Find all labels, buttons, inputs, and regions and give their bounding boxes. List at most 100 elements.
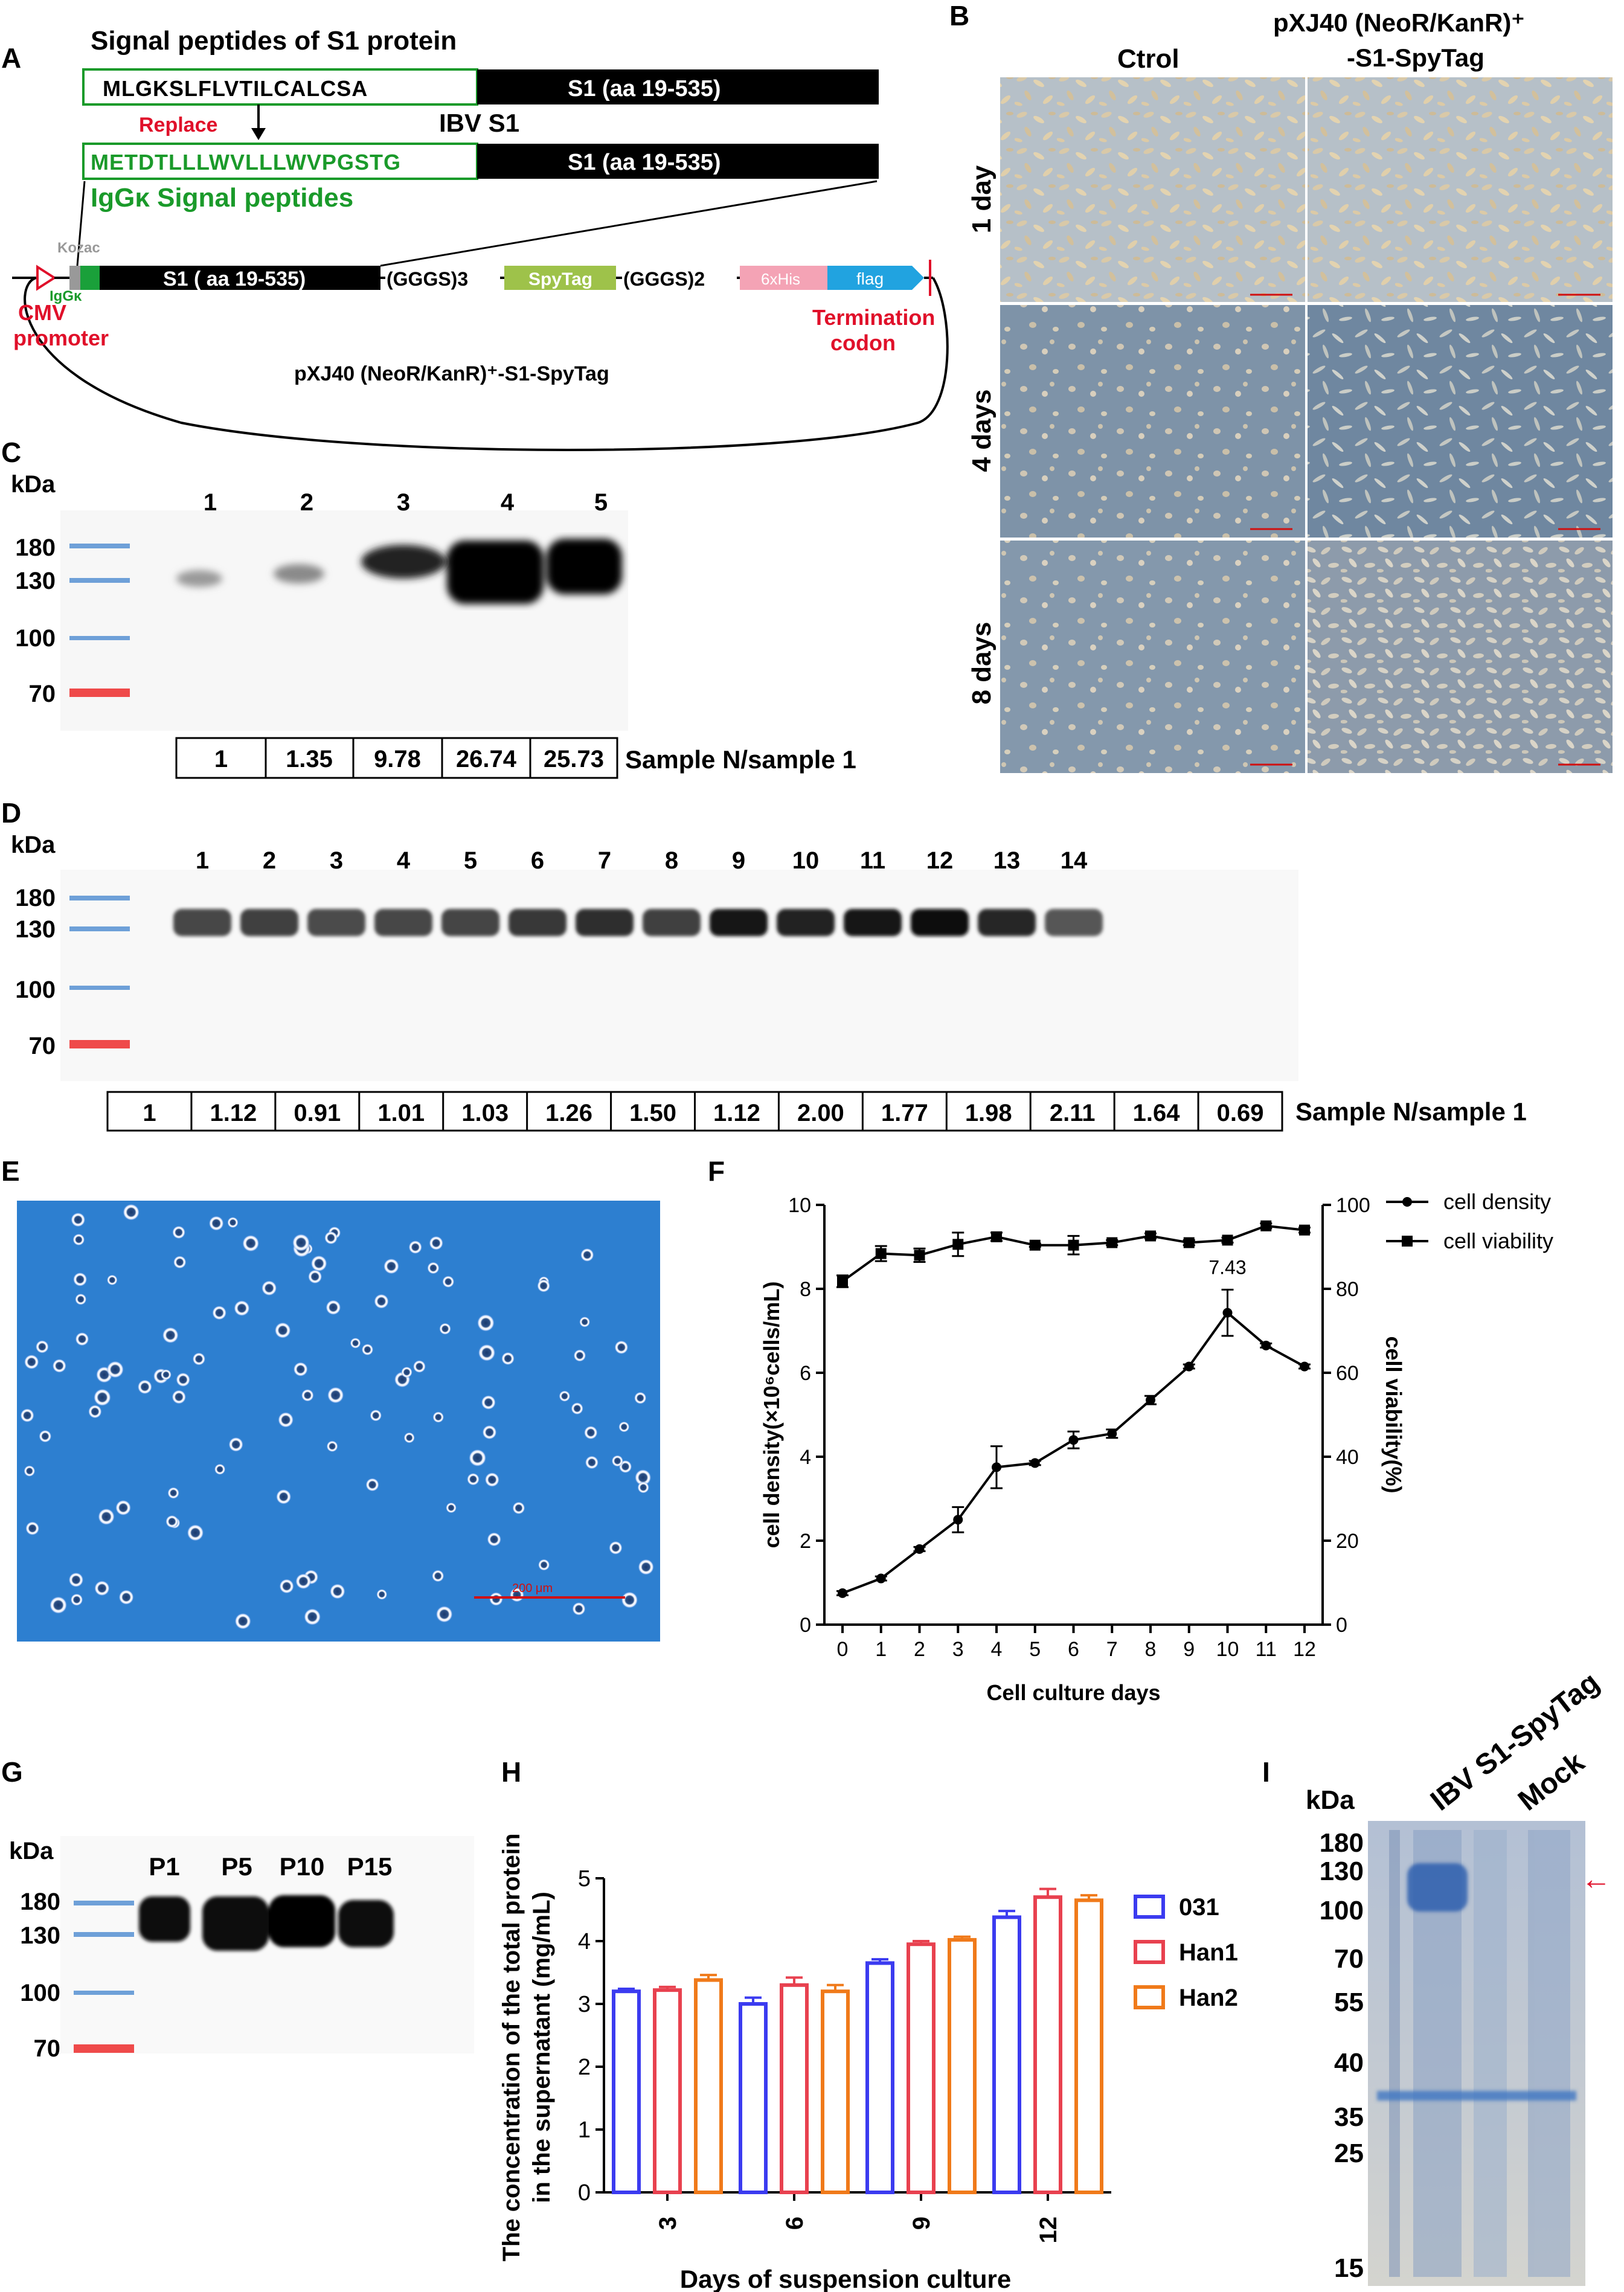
lane-d-7: 7 (598, 847, 611, 874)
suspension-cell (97, 1508, 115, 1526)
f-x-tick-label: 5 (1029, 1638, 1041, 1661)
micrograph-ctrol-day8 (1000, 541, 1305, 773)
ladder-g-100 (74, 1991, 134, 1995)
suspension-cell (429, 1236, 444, 1251)
suspension-cell (24, 1354, 39, 1370)
band-g-p1 (139, 1896, 190, 1942)
panel-letter-g: G (1, 1756, 23, 1788)
micrograph-construct-day4 (1308, 305, 1613, 538)
f-point-viability (1068, 1239, 1079, 1251)
band-c-2 (274, 564, 324, 583)
h-legend-label: 031 (1179, 1894, 1219, 1921)
his-tag-label: 6xHis (761, 270, 800, 288)
lane-d-6: 6 (531, 847, 544, 874)
band-d-14 (1045, 909, 1103, 936)
panel-g: G kDa 180 130 100 70 P1 P5 P10 P15 (1, 1756, 474, 2062)
suspension-cell (439, 1323, 452, 1335)
scale-label-e: 200 μm (512, 1582, 553, 1595)
spytag-box (504, 266, 616, 290)
ratio-d-5: 1.03 (461, 1100, 509, 1126)
suspension-cell (115, 1500, 132, 1516)
f-right-tick-label: 100 (1336, 1194, 1370, 1217)
suspension-micrograph (17, 1201, 660, 1642)
marker-g-100: 100 (20, 1980, 60, 2006)
suspension-cell (208, 1215, 224, 1231)
f-x-tick-label: 9 (1183, 1638, 1195, 1661)
h-legend-swatch (1134, 1895, 1165, 1919)
f-point-density (1222, 1308, 1233, 1318)
panel-letter-a: A (1, 42, 21, 74)
kozac-box (69, 266, 80, 290)
panel-letter-h: H (501, 1756, 521, 1788)
zoom-line-left (76, 181, 86, 266)
ratio-label-d: Sample N/sample 1 (1295, 1097, 1527, 1126)
marker-g-180: 180 (20, 1889, 60, 1915)
h-legend-label: Han2 (1179, 1985, 1238, 2011)
f-point-density (1146, 1395, 1155, 1405)
lane-c-5: 5 (594, 489, 608, 516)
suspension-cell (295, 1573, 312, 1590)
suspension-cell (370, 1409, 382, 1422)
h-y-tick-label: 5 (578, 1866, 591, 1892)
panel-letter-e: E (1, 1155, 20, 1187)
band-i-s1 (1407, 1863, 1468, 1912)
ratio-d-7: 1.50 (629, 1100, 676, 1126)
suspension-cell (608, 1541, 623, 1555)
suspension-cell (292, 1233, 310, 1252)
suspension-cell (94, 1580, 110, 1596)
suspension-cell (68, 1572, 84, 1588)
suspension-cell (350, 1337, 361, 1349)
suspension-cell (501, 1352, 515, 1366)
ratio-d-14: 0.69 (1217, 1100, 1264, 1126)
band-d-4 (374, 909, 432, 936)
suspension-cell (572, 1602, 586, 1616)
blot-c (60, 510, 628, 731)
panel-e: E 200 μm (1, 1155, 660, 1642)
ratio-label-c: Sample N/sample 1 (625, 745, 856, 774)
suspension-cell (187, 1524, 204, 1541)
suspension-cell (165, 1515, 179, 1529)
marker-i-40: 40 (1334, 2048, 1364, 2078)
suspension-cell (477, 1314, 495, 1332)
suspension-cell (326, 1300, 341, 1315)
f-point-density (1184, 1361, 1194, 1372)
suspension-cell (242, 1234, 260, 1252)
kda-label-c: kDa (11, 471, 56, 498)
suspension-cell (172, 1225, 186, 1239)
h-x-tick-label: 6 (782, 2217, 808, 2230)
suspension-cell (293, 1361, 308, 1377)
suspension-cell (585, 1456, 599, 1469)
lane-d-2: 2 (263, 847, 276, 874)
marker-i-25: 25 (1334, 2139, 1364, 2168)
signal-peptide-title: Signal peptides of S1 protein (91, 26, 457, 56)
f-point-density (1068, 1435, 1079, 1445)
suspension-cell (275, 1489, 292, 1505)
lane-g-p10: P10 (280, 1852, 325, 1881)
suspension-cell (39, 1430, 52, 1443)
suspension-cell (376, 1588, 388, 1600)
panel-letter-i: I (1262, 1756, 1270, 1788)
suspension-cell (611, 1455, 624, 1467)
suspension-cell (70, 1593, 83, 1607)
f-point-density (992, 1462, 1001, 1472)
suspension-cell (212, 1305, 227, 1320)
marker-i-55: 55 (1334, 1988, 1364, 2017)
replace-label: Replace (139, 114, 217, 136)
ladder-d-180 (69, 896, 130, 900)
suspension-cell (487, 1532, 502, 1547)
h-y-tick-label: 4 (578, 1929, 591, 1954)
f-left-tick-label: 10 (788, 1194, 811, 1217)
ibv-s1-label: IBV S1 (439, 109, 519, 137)
f-x-tick-label: 2 (914, 1638, 925, 1661)
h-bar-Han1-day9 (907, 1942, 936, 2194)
col-label-construct-1: pXJ40 (NeoR/KanR)⁺ (1273, 8, 1525, 37)
lane-d-4: 4 (397, 847, 411, 874)
band-g-p10 (269, 1895, 335, 1947)
plasmid-backbone (24, 277, 949, 451)
marker-d-130: 130 (15, 916, 56, 943)
suspension-cell (637, 1481, 650, 1494)
f-point-viability (1260, 1220, 1272, 1231)
band-i-35kda (1377, 2091, 1576, 2101)
suspension-cell (432, 1411, 445, 1424)
